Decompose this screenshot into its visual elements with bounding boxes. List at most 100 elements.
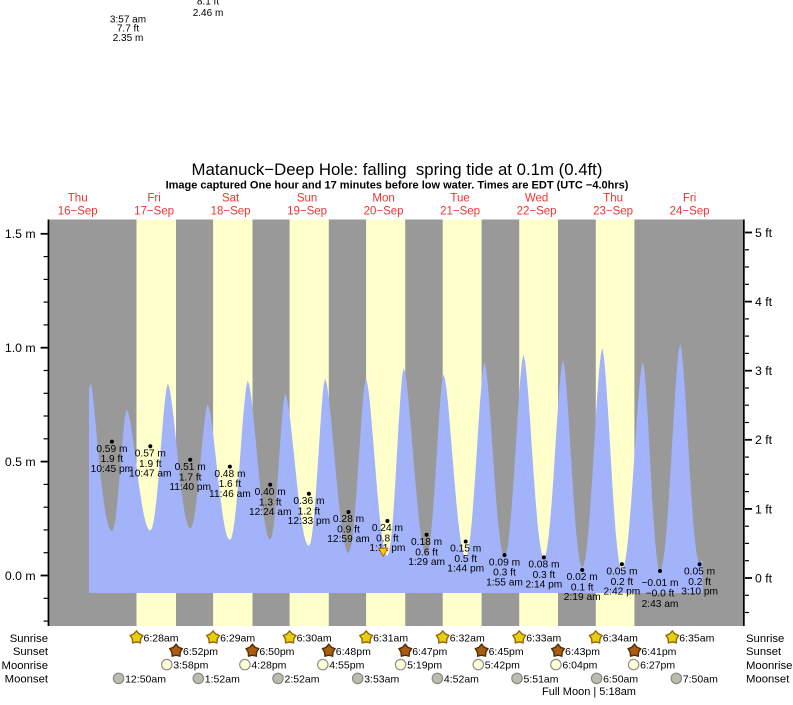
svg-text:10:45 pm: 10:45 pm: [91, 464, 133, 475]
svg-text:−0.0 ft: −0.0 ft: [646, 588, 675, 599]
svg-text:0.48 m: 0.48 m: [214, 469, 245, 480]
svg-text:0.28 m: 0.28 m: [333, 514, 364, 525]
svg-text:0.08 m: 0.08 m: [528, 560, 559, 571]
svg-text:4 ft: 4 ft: [755, 295, 773, 309]
svg-text:0.3 ft: 0.3 ft: [533, 570, 556, 581]
svg-text:6:41pm: 6:41pm: [641, 646, 676, 658]
svg-text:23−Sep: 23−Sep: [593, 206, 633, 218]
svg-text:Sun: Sun: [297, 193, 317, 205]
svg-text:6:31am: 6:31am: [373, 633, 408, 645]
svg-text:2:43 am: 2:43 am: [642, 599, 679, 610]
svg-text:12:59 am: 12:59 am: [327, 534, 369, 545]
svg-text:19−Sep: 19−Sep: [287, 206, 327, 218]
svg-text:Full Moon | 5:18am: Full Moon | 5:18am: [542, 686, 636, 698]
svg-text:5 ft: 5 ft: [755, 226, 773, 240]
svg-text:5:42pm: 5:42pm: [485, 660, 520, 672]
svg-text:0.6 ft: 0.6 ft: [415, 547, 438, 558]
svg-text:0.1 ft: 0.1 ft: [571, 583, 594, 594]
svg-text:6:04pm: 6:04pm: [562, 660, 597, 672]
svg-text:6:28am: 6:28am: [144, 633, 179, 645]
svg-text:12:33 pm: 12:33 pm: [288, 516, 330, 527]
svg-text:2:19 am: 2:19 am: [564, 592, 601, 603]
svg-text:0.18 m: 0.18 m: [411, 537, 442, 548]
svg-text:0.2 ft: 0.2 ft: [688, 577, 711, 588]
svg-text:10:47 am: 10:47 am: [129, 468, 171, 479]
svg-text:6:43pm: 6:43pm: [565, 646, 600, 658]
svg-text:3:57 am: 3:57 am: [110, 14, 146, 25]
svg-text:0.24 m: 0.24 m: [372, 523, 403, 534]
svg-text:6:47pm: 6:47pm: [412, 646, 447, 658]
svg-text:0.0 m: 0.0 m: [5, 569, 36, 583]
svg-text:0.59 m: 0.59 m: [96, 444, 127, 455]
svg-text:1.9 ft: 1.9 ft: [139, 459, 162, 470]
svg-text:8.1 ft: 8.1 ft: [197, 0, 219, 7]
svg-text:2.46 m: 2.46 m: [193, 8, 224, 19]
svg-text:0.2 ft: 0.2 ft: [611, 577, 634, 588]
svg-text:16−Sep: 16−Sep: [58, 206, 98, 218]
svg-text:4:52am: 4:52am: [444, 673, 479, 685]
svg-text:3 ft: 3 ft: [755, 364, 773, 378]
svg-text:0.09 m: 0.09 m: [489, 557, 520, 568]
svg-text:4:55pm: 4:55pm: [329, 660, 364, 672]
svg-text:1:44 pm: 1:44 pm: [447, 564, 484, 575]
svg-text:2.35 m: 2.35 m: [113, 33, 144, 44]
svg-text:6:27pm: 6:27pm: [640, 660, 675, 672]
svg-text:Tue: Tue: [450, 193, 469, 205]
svg-text:11:46 am: 11:46 am: [209, 489, 251, 500]
svg-text:Fri: Fri: [683, 193, 696, 205]
svg-text:1.2 ft: 1.2 ft: [298, 506, 321, 517]
svg-text:Sunset: Sunset: [13, 646, 49, 658]
svg-text:6:45pm: 6:45pm: [489, 646, 524, 658]
svg-text:0.02 m: 0.02 m: [567, 572, 598, 583]
svg-text:6:50pm: 6:50pm: [259, 646, 294, 658]
svg-text:1.0 m: 1.0 m: [5, 341, 36, 355]
svg-text:0.40 m: 0.40 m: [255, 487, 286, 498]
svg-text:6:32am: 6:32am: [450, 633, 485, 645]
svg-text:5:51am: 5:51am: [524, 673, 559, 685]
svg-text:Mon: Mon: [372, 193, 394, 205]
svg-text:5:19pm: 5:19pm: [407, 660, 442, 672]
svg-text:1:29 am: 1:29 am: [408, 557, 445, 568]
svg-text:7:50am: 7:50am: [683, 673, 718, 685]
svg-text:2:42 pm: 2:42 pm: [603, 586, 640, 597]
svg-text:Image captured One hour and 17: Image captured One hour and 17 minutes b…: [166, 180, 629, 192]
svg-text:0.3 ft: 0.3 ft: [493, 568, 516, 579]
svg-text:0.36 m: 0.36 m: [293, 496, 324, 507]
svg-text:12:50am: 12:50am: [125, 673, 166, 685]
svg-text:Moonrise: Moonrise: [746, 660, 792, 672]
svg-text:4:28pm: 4:28pm: [251, 660, 286, 672]
svg-text:18−Sep: 18−Sep: [211, 206, 251, 218]
svg-text:0 ft: 0 ft: [755, 571, 773, 585]
svg-text:0.05 m: 0.05 m: [684, 566, 715, 577]
svg-text:1:52am: 1:52am: [205, 673, 240, 685]
svg-text:0.05 m: 0.05 m: [606, 566, 637, 577]
svg-text:0.15 m: 0.15 m: [450, 544, 481, 555]
svg-text:0.5 m: 0.5 m: [5, 455, 36, 469]
svg-text:24−Sep: 24−Sep: [670, 206, 710, 218]
svg-text:Fri: Fri: [147, 193, 160, 205]
svg-text:1.5 m: 1.5 m: [5, 227, 36, 241]
svg-text:Thu: Thu: [68, 193, 88, 205]
svg-text:2 ft: 2 ft: [755, 433, 773, 447]
svg-text:22−Sep: 22−Sep: [517, 206, 557, 218]
svg-text:1.7 ft: 1.7 ft: [179, 472, 202, 483]
svg-text:Sat: Sat: [222, 193, 240, 205]
svg-text:0.8 ft: 0.8 ft: [376, 534, 399, 545]
svg-text:−0.01 m: −0.01 m: [641, 578, 678, 589]
svg-text:Moonrise: Moonrise: [2, 660, 48, 672]
svg-text:2:14 pm: 2:14 pm: [525, 580, 562, 591]
svg-text:0.51 m: 0.51 m: [175, 462, 206, 473]
svg-text:11:40 pm: 11:40 pm: [169, 482, 211, 493]
svg-text:1.3 ft: 1.3 ft: [259, 497, 282, 508]
svg-text:6:35am: 6:35am: [679, 633, 714, 645]
svg-text:17−Sep: 17−Sep: [134, 206, 174, 218]
svg-text:3:53am: 3:53am: [364, 673, 399, 685]
svg-text:Moonset: Moonset: [5, 674, 49, 686]
svg-text:Moonset: Moonset: [746, 674, 790, 686]
svg-text:6:52pm: 6:52pm: [183, 646, 218, 658]
svg-text:21−Sep: 21−Sep: [440, 206, 480, 218]
svg-text:6:48pm: 6:48pm: [336, 646, 371, 658]
svg-text:7.7 ft: 7.7 ft: [117, 24, 139, 35]
svg-text:6:29am: 6:29am: [220, 633, 255, 645]
svg-text:Wed: Wed: [525, 193, 548, 205]
